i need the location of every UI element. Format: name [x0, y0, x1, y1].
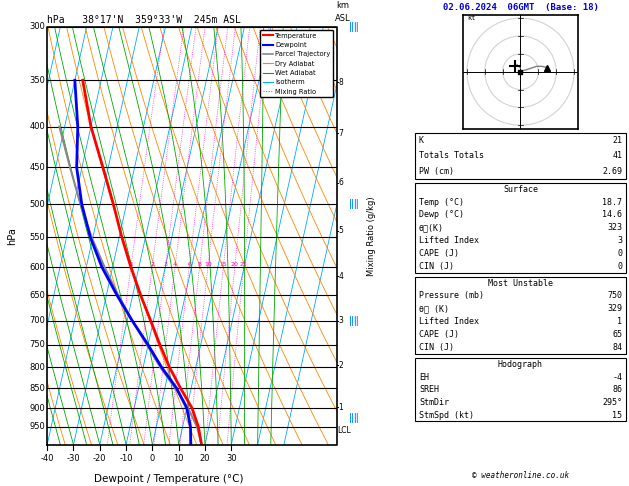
Text: 1: 1	[617, 317, 622, 327]
Text: 0: 0	[617, 249, 622, 258]
Text: PW (cm): PW (cm)	[419, 167, 454, 175]
Text: θᴇ(K): θᴇ(K)	[419, 223, 444, 232]
Text: © weatheronline.co.uk: © weatheronline.co.uk	[472, 471, 569, 480]
Text: StmSpd (kt): StmSpd (kt)	[419, 411, 474, 419]
Text: 4: 4	[173, 262, 177, 267]
Text: 4: 4	[338, 272, 343, 281]
Text: 800: 800	[30, 363, 45, 372]
Text: 30: 30	[226, 454, 237, 463]
Text: 8: 8	[198, 262, 201, 267]
Text: 600: 600	[30, 263, 45, 272]
Text: 15: 15	[220, 262, 227, 267]
Text: ǁǁ: ǁǁ	[349, 199, 359, 209]
Text: 21: 21	[612, 136, 622, 145]
Text: 84: 84	[612, 343, 622, 352]
Text: 2: 2	[150, 262, 154, 267]
Text: 295°: 295°	[602, 398, 622, 407]
Text: ǁǁ: ǁǁ	[349, 22, 359, 32]
Text: SREH: SREH	[419, 385, 439, 394]
Text: 10: 10	[204, 262, 212, 267]
Text: 02.06.2024  06GMT  (Base: 18): 02.06.2024 06GMT (Base: 18)	[443, 3, 598, 12]
Text: 3: 3	[617, 236, 622, 245]
Text: 18.7: 18.7	[602, 197, 622, 207]
Text: 750: 750	[30, 340, 45, 349]
Text: 0: 0	[150, 454, 155, 463]
Text: 300: 300	[30, 22, 45, 31]
Text: 8: 8	[338, 78, 343, 87]
Text: 900: 900	[30, 403, 45, 413]
Text: 950: 950	[30, 422, 45, 432]
Text: kt: kt	[467, 15, 476, 21]
Text: 14.6: 14.6	[602, 210, 622, 219]
Text: Temp (°C): Temp (°C)	[419, 197, 464, 207]
Text: -20: -20	[93, 454, 106, 463]
Text: -4: -4	[612, 373, 622, 382]
Text: 400: 400	[30, 122, 45, 131]
Text: 700: 700	[30, 316, 45, 325]
Legend: Temperature, Dewpoint, Parcel Trajectory, Dry Adiabat, Wet Adiabat, Isotherm, Mi: Temperature, Dewpoint, Parcel Trajectory…	[260, 30, 333, 97]
Text: 1: 1	[338, 403, 343, 412]
Text: -30: -30	[67, 454, 81, 463]
Text: km: km	[337, 1, 350, 10]
Text: 1: 1	[129, 262, 133, 267]
Text: Dewp (°C): Dewp (°C)	[419, 210, 464, 219]
Text: ASL: ASL	[335, 14, 351, 22]
Text: EH: EH	[419, 373, 429, 382]
Text: 329: 329	[607, 304, 622, 313]
Text: 20: 20	[231, 262, 238, 267]
Text: 25: 25	[240, 262, 248, 267]
Text: 0: 0	[617, 262, 622, 271]
Text: CAPE (J): CAPE (J)	[419, 249, 459, 258]
Text: ǁǁ: ǁǁ	[349, 413, 359, 423]
Text: Lifted Index: Lifted Index	[419, 236, 479, 245]
Text: StmDir: StmDir	[419, 398, 449, 407]
Text: hPa   38°17'N  359°33'W  245m ASL: hPa 38°17'N 359°33'W 245m ASL	[47, 15, 241, 25]
Text: 450: 450	[30, 163, 45, 172]
Text: Most Unstable: Most Unstable	[488, 278, 553, 288]
Text: 5: 5	[338, 226, 343, 235]
Text: CAPE (J): CAPE (J)	[419, 330, 459, 339]
Text: Hodograph: Hodograph	[498, 360, 543, 369]
Text: 323: 323	[607, 223, 622, 232]
Text: Dewpoint / Temperature (°C): Dewpoint / Temperature (°C)	[94, 474, 243, 484]
Text: 500: 500	[30, 200, 45, 208]
Text: Surface: Surface	[503, 185, 538, 193]
Text: -10: -10	[120, 454, 133, 463]
Text: 550: 550	[30, 233, 45, 242]
Text: CIN (J): CIN (J)	[419, 343, 454, 352]
Text: -40: -40	[40, 454, 54, 463]
Text: 6: 6	[338, 178, 343, 187]
Text: 3: 3	[164, 262, 167, 267]
Text: ǁǁ: ǁǁ	[349, 316, 359, 326]
Text: 2: 2	[338, 361, 343, 369]
Text: 2.69: 2.69	[602, 167, 622, 175]
Text: Totals Totals: Totals Totals	[419, 151, 484, 160]
Text: hPa: hPa	[8, 227, 18, 244]
Text: 6: 6	[187, 262, 191, 267]
Text: 350: 350	[30, 76, 45, 85]
Text: Mixing Ratio (g/kg): Mixing Ratio (g/kg)	[367, 196, 376, 276]
Text: 10: 10	[174, 454, 184, 463]
Text: 86: 86	[612, 385, 622, 394]
Text: 650: 650	[30, 291, 45, 300]
Text: 41: 41	[612, 151, 622, 160]
Text: 7: 7	[338, 129, 343, 138]
Text: 850: 850	[30, 384, 45, 393]
Text: 20: 20	[200, 454, 210, 463]
Text: LCL: LCL	[337, 426, 351, 435]
Text: K: K	[419, 136, 424, 145]
Text: 750: 750	[607, 292, 622, 300]
Text: 15: 15	[612, 411, 622, 419]
Text: 3: 3	[338, 316, 343, 325]
Text: Pressure (mb): Pressure (mb)	[419, 292, 484, 300]
Text: θᴇ (K): θᴇ (K)	[419, 304, 449, 313]
Text: Lifted Index: Lifted Index	[419, 317, 479, 327]
Text: CIN (J): CIN (J)	[419, 262, 454, 271]
Text: 65: 65	[612, 330, 622, 339]
